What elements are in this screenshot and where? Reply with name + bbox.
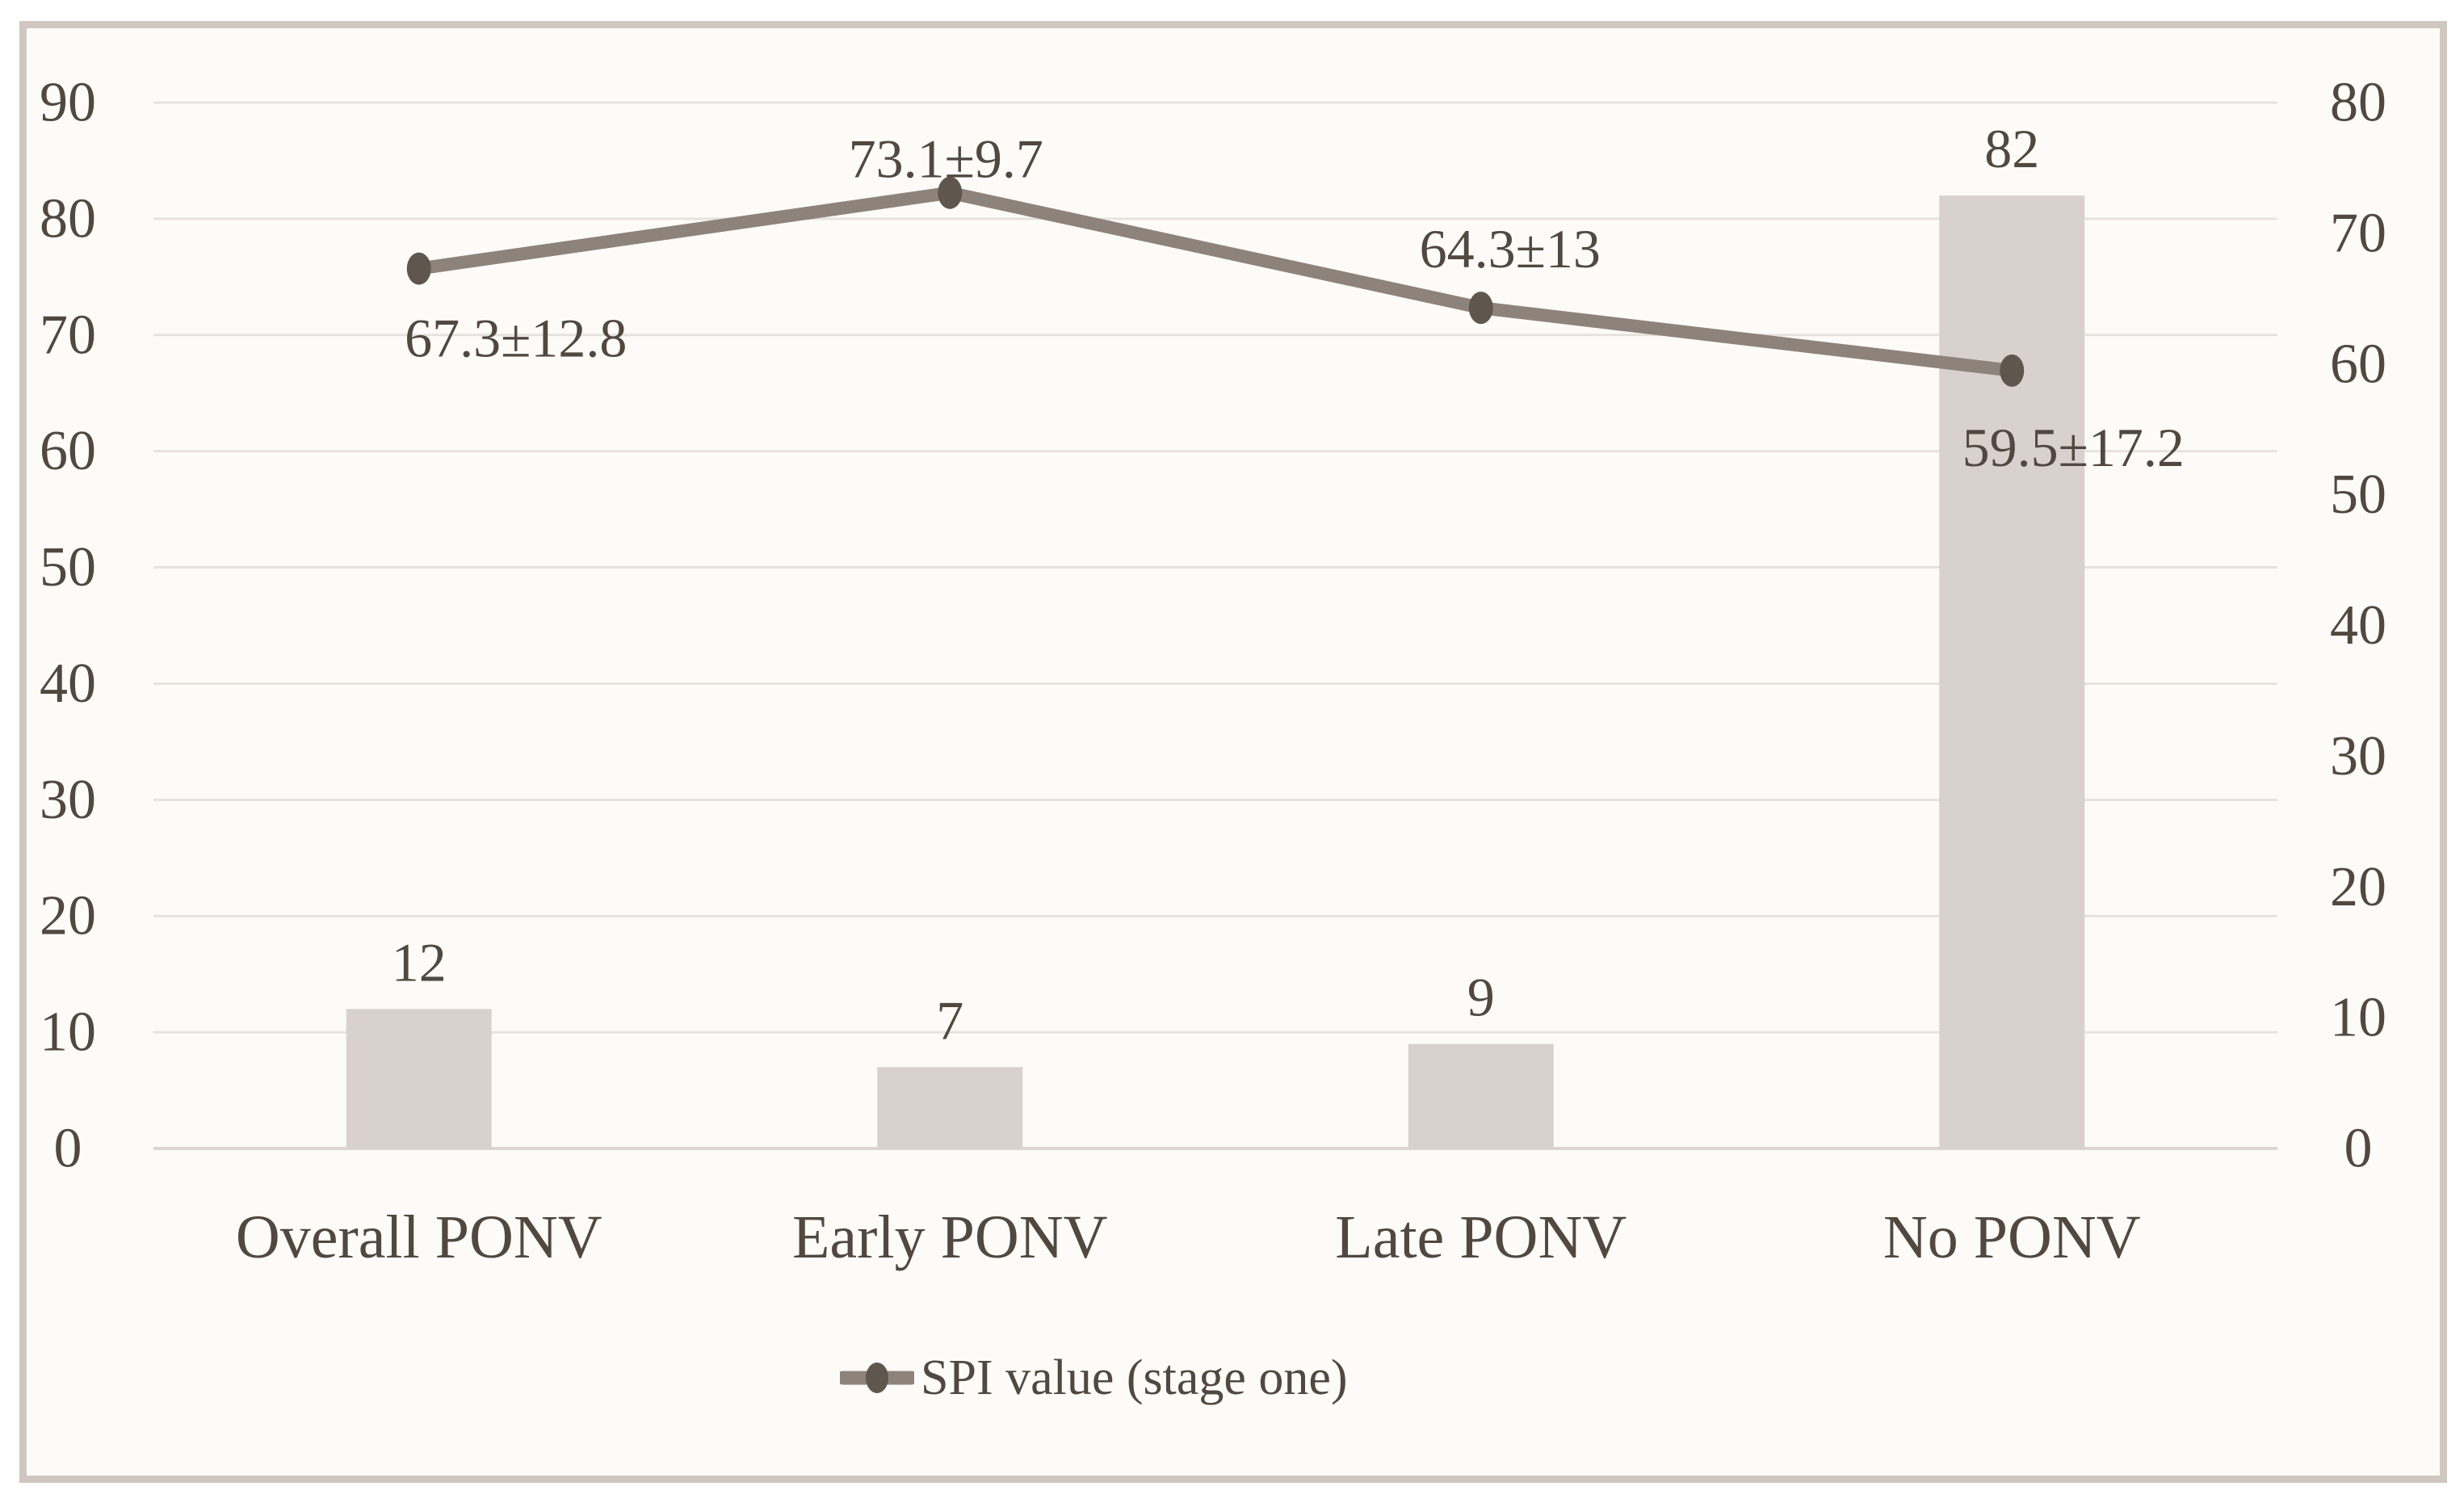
bar-late-ponv bbox=[1408, 1043, 1554, 1148]
spi-marker-late-ponv bbox=[1468, 292, 1493, 325]
left-axis-tick: 70 bbox=[40, 304, 96, 366]
spi-line bbox=[412, 186, 2019, 377]
line-data-label: 64.3±13 bbox=[1420, 218, 1601, 279]
bar-data-label: 9 bbox=[1467, 967, 1495, 1028]
category-label: Early PONV bbox=[792, 1203, 1108, 1271]
right-axis-tick: 60 bbox=[2330, 333, 2386, 395]
right-axis-tick: 20 bbox=[2330, 856, 2386, 918]
bar-overall-ponv bbox=[346, 1009, 492, 1148]
right-axis-tick: 40 bbox=[2330, 594, 2386, 657]
right-axis-tick: 50 bbox=[2330, 464, 2386, 526]
line-with-dot-marker-icon bbox=[840, 1363, 914, 1393]
spi-marker-no-ponv bbox=[2000, 354, 2025, 387]
left-axis-tick: 80 bbox=[40, 187, 96, 250]
legend-label: SPI value (stage one) bbox=[921, 1350, 1348, 1405]
bar-no-ponv bbox=[1939, 195, 2085, 1149]
line-data-label: 67.3±12.8 bbox=[405, 308, 627, 369]
left-axis-tick: 60 bbox=[40, 420, 96, 482]
right-axis-tick: 70 bbox=[2330, 202, 2386, 264]
line-data-label: 73.1±9.7 bbox=[849, 128, 1043, 190]
left-axis-tick: 20 bbox=[40, 885, 96, 947]
legend: SPI value (stage one) bbox=[840, 1343, 1348, 1413]
left-axis-tick: 30 bbox=[40, 769, 96, 831]
spi-marker-early-ponv bbox=[938, 176, 963, 209]
right-axis-tick: 0 bbox=[2344, 1118, 2373, 1180]
bar-data-label: 82 bbox=[1984, 118, 2039, 179]
left-axis-tick: 10 bbox=[40, 1001, 96, 1064]
left-axis-tick: 90 bbox=[40, 72, 96, 134]
category-label: No PONV bbox=[1883, 1203, 2141, 1271]
right-axis-tick: 80 bbox=[2330, 72, 2386, 134]
left-axis-tick: 50 bbox=[40, 536, 96, 598]
spi-marker-overall-ponv bbox=[406, 252, 431, 285]
right-axis-tick: 10 bbox=[2330, 987, 2386, 1049]
left-axis-tick: 0 bbox=[54, 1118, 82, 1180]
bar-data-label: 7 bbox=[936, 989, 963, 1051]
category-label: Overall PONV bbox=[236, 1203, 602, 1271]
category-label: Late PONV bbox=[1335, 1203, 1627, 1271]
line-data-label: 59.5±17.2 bbox=[1962, 417, 2185, 478]
left-axis-tick: 40 bbox=[40, 653, 96, 715]
right-axis-tick: 30 bbox=[2330, 725, 2386, 787]
bar-data-label: 12 bbox=[392, 931, 447, 993]
bar-early-ponv bbox=[877, 1067, 1023, 1148]
